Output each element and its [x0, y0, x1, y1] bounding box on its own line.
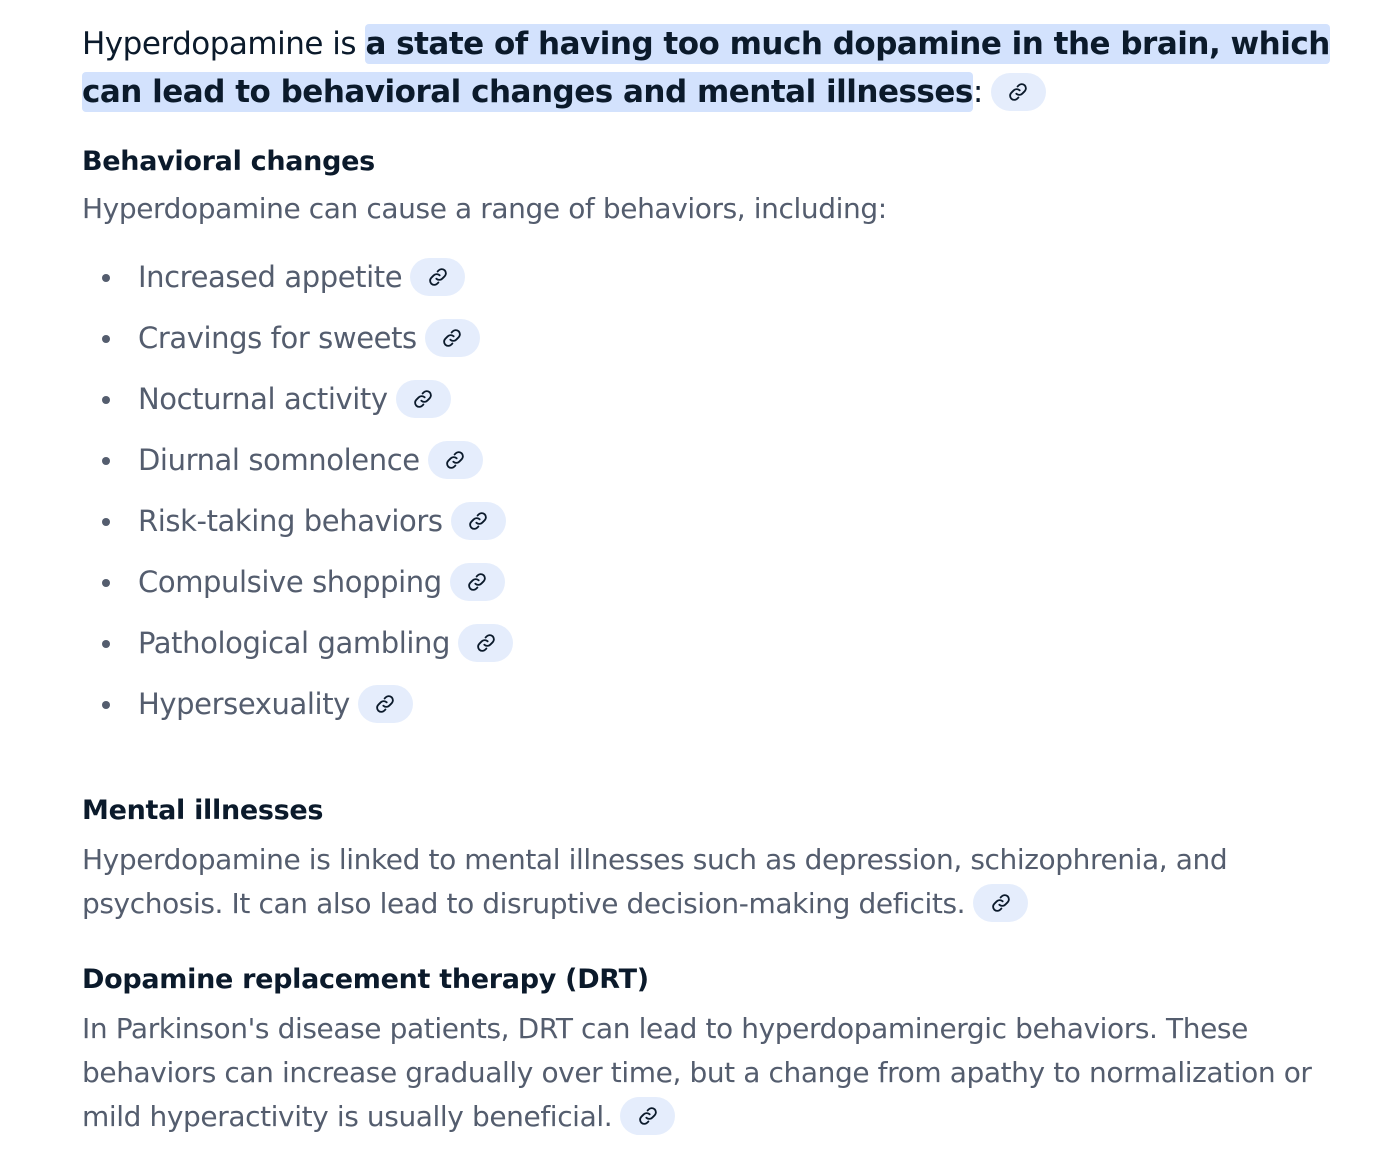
bullet-dot — [102, 396, 110, 404]
link-icon — [1009, 82, 1028, 101]
list-item-text: Hypersexuality — [138, 687, 350, 721]
bullet-dot — [102, 274, 110, 282]
intro-paragraph: Hyperdopamine is a state of having too m… — [82, 20, 1352, 116]
mental-illnesses-paragraph: Hyperdopamine is linked to mental illnes… — [82, 838, 1352, 926]
link-icon — [446, 451, 464, 469]
drt-paragraph: In Parkinson's disease patients, DRT can… — [82, 1007, 1352, 1139]
link-icon — [638, 1107, 657, 1125]
source-link-chip[interactable] — [973, 884, 1029, 922]
list-item-text: Risk-taking behaviors — [138, 504, 443, 538]
list-item: Increased appetite — [82, 247, 1352, 308]
intro-lead: Hyperdopamine is — [82, 26, 366, 62]
link-icon — [991, 894, 1010, 912]
behaviors-list: Increased appetite Cravings for sweets N… — [82, 247, 1352, 735]
list-item-text: Increased appetite — [138, 260, 403, 294]
list-item: Compulsive shopping — [82, 552, 1352, 613]
list-item: Risk-taking behaviors — [82, 491, 1352, 552]
mental-illnesses-text: Hyperdopamine is linked to mental illnes… — [82, 843, 1228, 920]
source-link-chip[interactable] — [395, 380, 451, 418]
list-item: Diurnal somnolence — [82, 430, 1352, 491]
source-link-chip[interactable] — [357, 685, 413, 723]
source-link-chip[interactable] — [458, 624, 514, 662]
link-icon — [468, 573, 487, 591]
bullet-dot — [102, 701, 110, 709]
bullet-dot — [102, 579, 110, 587]
link-icon — [428, 268, 447, 286]
drt-heading: Dopamine replacement therapy (DRT) — [82, 964, 649, 995]
list-item: Hypersexuality — [82, 674, 1352, 735]
list-item-text: Diurnal somnolence — [138, 443, 420, 477]
intro-trail: : — [972, 74, 983, 110]
behavioral-changes-description: Hyperdopamine can cause a range of behav… — [82, 192, 887, 225]
list-item: Pathological gambling — [82, 613, 1352, 674]
list-item-text: Nocturnal activity — [138, 382, 388, 416]
list-item: Nocturnal activity — [82, 369, 1352, 430]
source-link-chip[interactable] — [990, 72, 1046, 111]
source-link-chip[interactable] — [450, 502, 506, 540]
link-icon — [414, 390, 432, 408]
behavioral-changes-heading: Behavioral changes — [82, 146, 375, 177]
bullet-dot — [102, 335, 110, 343]
source-link-chip[interactable] — [449, 563, 505, 601]
list-item-text: Pathological gambling — [138, 626, 451, 660]
list-item-text: Compulsive shopping — [138, 565, 442, 599]
list-item: Cravings for sweets — [82, 308, 1352, 369]
answer-content: Hyperdopamine is a state of having too m… — [82, 0, 1352, 1139]
source-link-chip[interactable] — [410, 258, 466, 296]
link-icon — [376, 695, 395, 713]
bullet-dot — [102, 518, 110, 526]
bullet-dot — [102, 640, 110, 648]
link-icon — [476, 634, 495, 652]
source-link-chip[interactable] — [424, 319, 480, 357]
list-item-text: Cravings for sweets — [138, 321, 417, 355]
source-link-chip[interactable] — [620, 1097, 676, 1135]
mental-illnesses-heading: Mental illnesses — [82, 795, 324, 826]
link-icon — [443, 329, 462, 347]
source-link-chip[interactable] — [427, 441, 483, 479]
bullet-dot — [102, 457, 110, 465]
link-icon — [469, 512, 487, 530]
drt-text: In Parkinson's disease patients, DRT can… — [82, 1012, 1312, 1133]
